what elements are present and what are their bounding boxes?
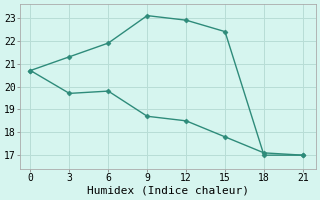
X-axis label: Humidex (Indice chaleur): Humidex (Indice chaleur) (87, 186, 249, 196)
